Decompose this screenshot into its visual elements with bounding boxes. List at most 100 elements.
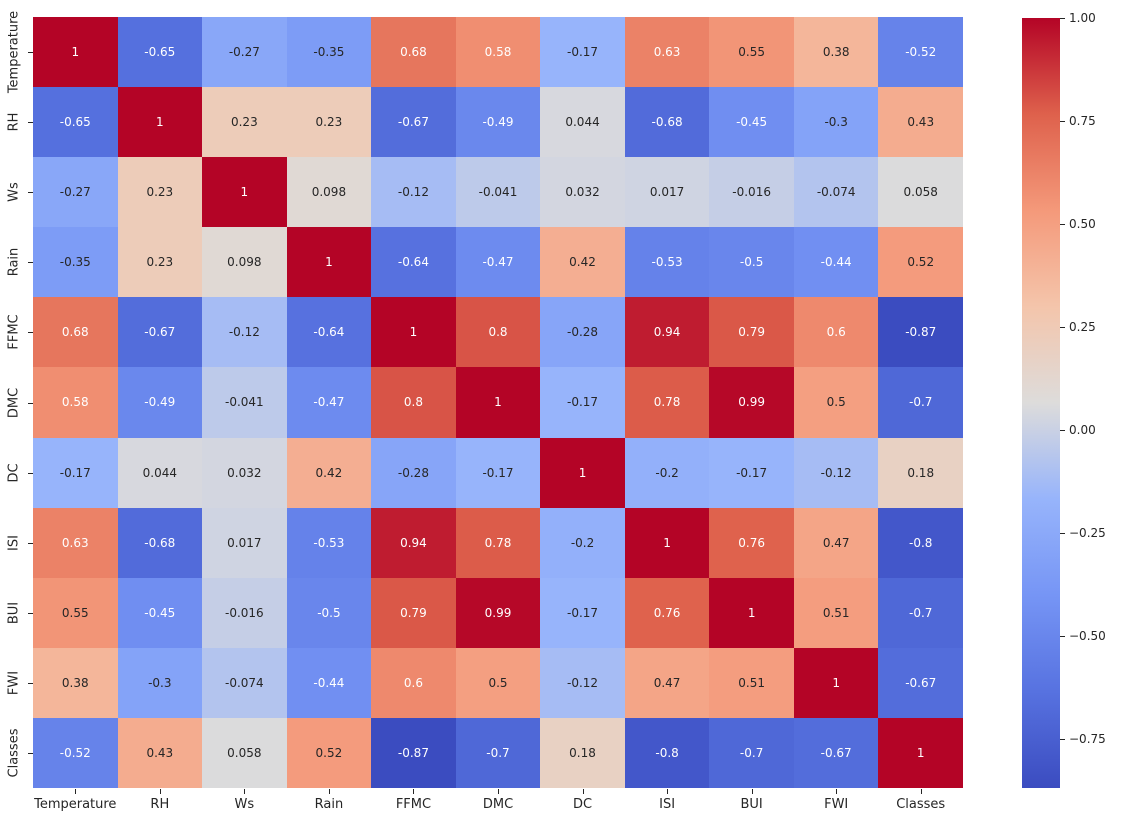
heatmap-cell: -0.016 (709, 157, 794, 228)
heatmap-cell: -0.45 (117, 577, 203, 648)
heatmap-cell-value: -0.49 (144, 395, 176, 410)
heatmap-cell-value: -0.5 (317, 605, 341, 620)
y-axis-label: FWI (6, 670, 22, 695)
heatmap-cell: -0.041 (455, 157, 541, 228)
heatmap-cell: 0.68 (33, 297, 118, 368)
heatmap-cell-value: -0.52 (905, 45, 937, 60)
heatmap-cell: 0.032 (202, 437, 287, 508)
heatmap-cell: 0.017 (624, 157, 710, 228)
heatmap-cell: -0.016 (202, 577, 287, 648)
heatmap-cell-value: -0.17 (736, 465, 768, 480)
heatmap-cell-value: -0.45 (144, 605, 176, 620)
heatmap-cell: -0.52 (33, 717, 118, 788)
colorbar-tick-label: −0.50 (1069, 628, 1106, 643)
heatmap-cell: -0.5 (286, 577, 372, 648)
heatmap-cell-value: 0.68 (61, 325, 89, 340)
heatmap-cell: -0.12 (793, 437, 879, 508)
heatmap-cell-value: -0.67 (905, 675, 937, 690)
heatmap-cell: -0.52 (878, 17, 963, 88)
heatmap-cell: -0.17 (709, 437, 794, 508)
heatmap-cell-value: 0.43 (907, 115, 935, 130)
heatmap-cell: 0.63 (624, 17, 710, 88)
heatmap-cell: -0.074 (202, 647, 287, 718)
x-axis-label: BUI (740, 797, 763, 812)
x-axis-label: Classes (896, 797, 946, 812)
heatmap-cell: -0.8 (878, 507, 963, 578)
heatmap-cell-value: -0.2 (655, 465, 679, 480)
colorbar (1022, 18, 1060, 788)
heatmap-cell-value: 0.55 (738, 45, 765, 60)
heatmap-cell-value: 0.68 (400, 45, 427, 60)
heatmap-cell-value: -0.49 (482, 115, 514, 130)
heatmap-cell: 0.58 (455, 17, 541, 88)
x-axis-tick (244, 789, 246, 794)
heatmap-cell-value: -0.47 (482, 255, 514, 270)
heatmap-cell-value: 0.098 (311, 185, 347, 200)
heatmap-cell-value: 0.098 (227, 255, 262, 270)
heatmap-cell: -0.28 (371, 437, 456, 508)
heatmap-cell-value: -0.67 (144, 325, 176, 340)
heatmap-cell: 0.78 (455, 507, 541, 578)
heatmap-cell-value: 0.42 (569, 255, 596, 270)
heatmap-cell: 0.68 (371, 17, 456, 88)
y-axis-tick (28, 122, 33, 124)
heatmap-cell-value: 0.6 (826, 325, 846, 340)
heatmap-cell-value: -0.041 (478, 185, 518, 200)
heatmap-cell-value: -0.016 (225, 605, 264, 620)
heatmap-cell: -0.3 (117, 647, 203, 718)
heatmap-cell-value: -0.28 (567, 325, 599, 340)
heatmap-cell: -0.44 (793, 227, 879, 298)
x-axis-label: FWI (824, 797, 849, 812)
x-axis-tick (413, 789, 415, 794)
heatmap-cell: -0.7 (455, 717, 541, 788)
heatmap-cell-value: 0.38 (61, 675, 89, 690)
heatmap-cell-value: -0.7 (909, 605, 933, 620)
heatmap-cell-value: 0.38 (822, 45, 850, 60)
x-axis-label: ISI (659, 797, 676, 812)
heatmap-cell-value: 0.23 (146, 255, 174, 270)
x-axis-label: DC (572, 797, 593, 812)
heatmap-cell-value: 1 (71, 45, 80, 60)
heatmap-cell: -0.7 (709, 717, 794, 788)
heatmap-cell: 0.42 (286, 437, 372, 508)
y-axis-label: Classes (6, 728, 22, 778)
colorbar-tick (1060, 532, 1065, 534)
heatmap-cell-value: 1 (494, 395, 502, 410)
y-axis-tick (28, 612, 33, 614)
colorbar-tick-label: 0.50 (1069, 216, 1096, 231)
heatmap-cell-value: -0.67 (820, 745, 852, 760)
heatmap-cell: -0.12 (202, 297, 287, 368)
heatmap-cell-value: 0.43 (146, 745, 174, 760)
heatmap-cell-value: 0.42 (315, 465, 343, 480)
heatmap-cell: 0.098 (202, 227, 287, 298)
x-axis-label: FFMC (395, 797, 432, 812)
y-axis-tick (28, 752, 33, 754)
heatmap-cell-value: 0.8 (488, 325, 508, 340)
heatmap-cell-value: 1 (409, 325, 418, 340)
heatmap-cell-value: -0.67 (397, 115, 429, 130)
x-axis-tick (582, 789, 584, 794)
heatmap-cell-value: 0.78 (484, 535, 512, 550)
heatmap-cell: 0.044 (540, 87, 625, 158)
heatmap-cell: -0.17 (455, 437, 541, 508)
heatmap-cell: -0.65 (117, 17, 203, 88)
heatmap-cell: -0.074 (793, 157, 879, 228)
heatmap-cell-value: -0.016 (732, 185, 771, 200)
heatmap-cell-value: 0.52 (315, 745, 343, 760)
heatmap-cell: 1 (371, 297, 456, 368)
heatmap-cell: -0.35 (286, 17, 372, 88)
heatmap-cell: 0.23 (117, 227, 203, 298)
heatmap-cell: -0.27 (33, 157, 118, 228)
heatmap-cell: -0.12 (540, 647, 625, 718)
x-axis-tick (920, 789, 922, 794)
heatmap-cell: -0.17 (540, 577, 625, 648)
heatmap-cell-value: 0.47 (822, 535, 850, 550)
heatmap-cell: 1 (878, 717, 963, 788)
heatmap-cell: -0.64 (286, 297, 372, 368)
heatmap-cell: -0.47 (455, 227, 541, 298)
heatmap-cell-value: 0.78 (653, 395, 681, 410)
heatmap-cell-value: 1 (325, 255, 333, 270)
heatmap-cell-value: -0.64 (397, 255, 429, 270)
x-axis-tick (159, 789, 161, 794)
heatmap-cell-value: 0.044 (142, 465, 177, 480)
